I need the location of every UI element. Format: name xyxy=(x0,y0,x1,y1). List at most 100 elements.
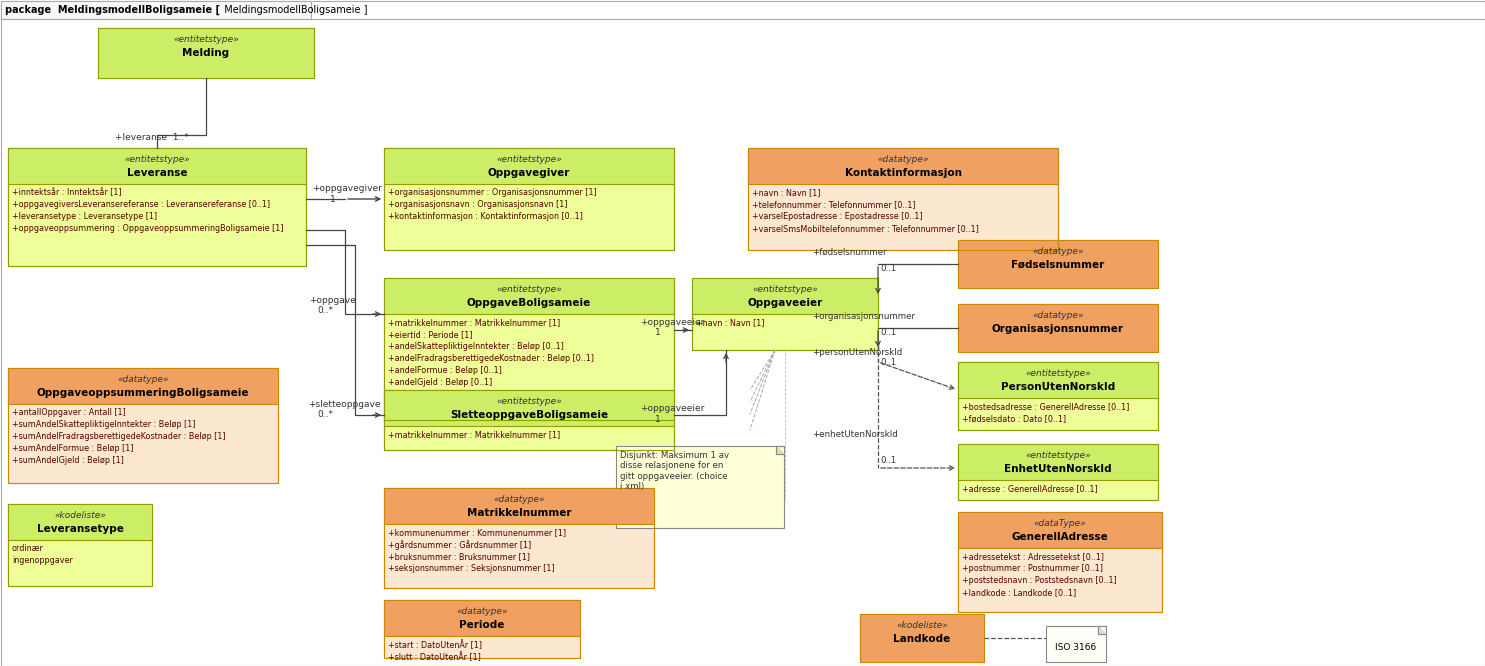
Text: +oppgave: +oppgave xyxy=(309,296,356,305)
Text: OppgaveoppsummeringBoligsameie: OppgaveoppsummeringBoligsameie xyxy=(37,388,249,398)
Text: +oppgavegiversLeveransereferanse : Leveransereferanse [0..1]: +oppgavegiversLeveransereferanse : Lever… xyxy=(12,200,270,209)
Text: +sletteoppgave: +sletteoppgave xyxy=(307,400,380,409)
Bar xyxy=(385,600,581,658)
Bar xyxy=(385,390,674,426)
Bar xyxy=(7,148,306,184)
Text: +slutt : DatoUtenÅr [1]: +slutt : DatoUtenÅr [1] xyxy=(388,652,481,662)
Text: 1: 1 xyxy=(655,415,661,424)
Bar xyxy=(748,148,1057,250)
Text: «kodeliste»: «kodeliste» xyxy=(895,621,947,630)
Text: +telefonnummer : Telefonnummer [0..1]: +telefonnummer : Telefonnummer [0..1] xyxy=(751,200,916,209)
Text: +adressetekst : Adressetekst [0..1]: +adressetekst : Adressetekst [0..1] xyxy=(962,552,1103,561)
Text: OppgaveBoligsameie: OppgaveBoligsameie xyxy=(466,298,591,308)
Text: PersonUtenNorskId: PersonUtenNorskId xyxy=(1001,382,1115,392)
Text: Leveransetype: Leveransetype xyxy=(37,524,123,534)
Text: «dataType»: «dataType» xyxy=(1034,519,1087,528)
Text: +seksjonsnummer : Seksjonsnummer [1]: +seksjonsnummer : Seksjonsnummer [1] xyxy=(388,564,554,573)
Text: Oppgaveeier: Oppgaveeier xyxy=(747,298,823,308)
Text: +start : DatoUtenÅr [1]: +start : DatoUtenÅr [1] xyxy=(388,640,483,650)
Text: Organisasjonsnummer: Organisasjonsnummer xyxy=(992,324,1124,334)
Bar xyxy=(7,148,306,266)
Text: package  MeldingsmodellBoligsameie [: package MeldingsmodellBoligsameie [ xyxy=(4,5,220,15)
Bar xyxy=(385,148,674,250)
Text: +oppgavegiver: +oppgavegiver xyxy=(312,184,382,193)
Text: «entitetstype»: «entitetstype» xyxy=(1025,451,1091,460)
Text: Melding: Melding xyxy=(183,48,230,58)
Text: +kommunenummer : Kommunenummer [1]: +kommunenummer : Kommunenummer [1] xyxy=(388,528,566,537)
Text: «entitetstype»: «entitetstype» xyxy=(496,155,561,164)
Text: +varselEpostadresse : Epostadresse [0..1]: +varselEpostadresse : Epostadresse [0..1… xyxy=(751,212,922,221)
Bar xyxy=(385,488,653,524)
Bar xyxy=(958,362,1158,398)
Text: +andelFormue : Beløp [0..1]: +andelFormue : Beløp [0..1] xyxy=(388,366,502,375)
Bar xyxy=(958,444,1158,500)
Bar xyxy=(7,504,151,586)
Text: +enhetUtenNorskId: +enhetUtenNorskId xyxy=(812,430,898,439)
Bar xyxy=(385,148,674,250)
Text: «datatype»: «datatype» xyxy=(493,495,545,504)
Bar xyxy=(958,512,1161,548)
Text: +organisasjonsnavn : Organisasjonsnavn [1]: +organisasjonsnavn : Organisasjonsnavn [… xyxy=(388,200,567,209)
Text: 0..*: 0..* xyxy=(316,410,333,419)
Text: +personUtenNorskId: +personUtenNorskId xyxy=(812,348,903,357)
Polygon shape xyxy=(1097,626,1106,634)
Bar xyxy=(692,278,878,350)
Text: +bostedsadresse : GenerellAdresse [0..1]: +bostedsadresse : GenerellAdresse [0..1] xyxy=(962,402,1130,411)
Bar xyxy=(98,28,313,78)
Text: Oppgavegiver: Oppgavegiver xyxy=(487,168,570,178)
Text: «entitetstype»: «entitetstype» xyxy=(753,285,818,294)
Bar xyxy=(958,444,1158,480)
Polygon shape xyxy=(777,446,784,454)
Text: +andelFradragsberettigedeKostnader : Beløp [0..1]: +andelFradragsberettigedeKostnader : Bel… xyxy=(388,354,594,363)
Bar xyxy=(385,390,674,450)
Text: «datatype»: «datatype» xyxy=(1032,311,1084,320)
Bar xyxy=(958,362,1158,430)
Text: «entitetstype»: «entitetstype» xyxy=(125,155,190,164)
Bar xyxy=(98,28,313,78)
Text: +matrikkelnummer : Matrikkelnummer [1]: +matrikkelnummer : Matrikkelnummer [1] xyxy=(388,318,560,327)
Text: GenerellAdresse: GenerellAdresse xyxy=(1011,532,1108,542)
Text: +eiertid : Periode [1]: +eiertid : Periode [1] xyxy=(388,330,472,339)
Bar xyxy=(385,278,674,420)
Text: ordinær: ordinær xyxy=(12,544,45,553)
Text: +organisasjonsnummer: +organisasjonsnummer xyxy=(812,312,915,321)
Bar xyxy=(7,504,151,540)
Bar xyxy=(748,148,1057,184)
Bar xyxy=(958,240,1158,288)
Bar xyxy=(1045,626,1106,662)
Text: +oppgaveeier: +oppgaveeier xyxy=(640,318,704,327)
Text: +gårdsnummer : Gårdsnummer [1]: +gårdsnummer : Gårdsnummer [1] xyxy=(388,540,532,550)
Bar xyxy=(616,446,784,528)
Text: +sumAndelFormue : Beløp [1]: +sumAndelFormue : Beløp [1] xyxy=(12,444,134,453)
Text: +oppgaveoppsummering : OppgaveoppsummeringBoligsameie [1]: +oppgaveoppsummering : Oppgaveoppsummeri… xyxy=(12,224,284,233)
Bar xyxy=(385,600,581,636)
Text: +postnummer : Postnummer [0..1]: +postnummer : Postnummer [0..1] xyxy=(962,564,1103,573)
Text: +fødselsdato : Dato [0..1]: +fødselsdato : Dato [0..1] xyxy=(962,414,1066,423)
Bar xyxy=(958,512,1161,612)
Text: Periode: Periode xyxy=(459,620,505,630)
Text: Disjunkt: Maksimum 1 av
disse relasjonene for en
gitt oppgaveeier. (choice
i xml: Disjunkt: Maksimum 1 av disse relasjonen… xyxy=(621,451,729,492)
Bar xyxy=(7,148,306,266)
Bar xyxy=(385,600,581,658)
Text: +bruksnummer : Bruksnummer [1]: +bruksnummer : Bruksnummer [1] xyxy=(388,552,530,561)
Text: +kontaktinformasjon : Kontaktinformasjon [0..1]: +kontaktinformasjon : Kontaktinformasjon… xyxy=(388,212,584,221)
Text: Fødselsnummer: Fødselsnummer xyxy=(1011,260,1105,270)
Text: ingenoppgaver: ingenoppgaver xyxy=(12,556,73,565)
Bar xyxy=(860,614,985,662)
Text: +sumAndelFradragsberettigedeKostnader : Beløp [1]: +sumAndelFradragsberettigedeKostnader : … xyxy=(12,432,226,441)
Bar xyxy=(7,368,278,483)
Bar xyxy=(748,148,1057,250)
Bar xyxy=(958,512,1161,612)
Text: +sumAndelGjeld : Beløp [1]: +sumAndelGjeld : Beløp [1] xyxy=(12,456,123,465)
Text: +fødselsnummer: +fødselsnummer xyxy=(812,248,887,257)
Text: «entitetstype»: «entitetstype» xyxy=(1025,369,1091,378)
Bar xyxy=(7,368,278,483)
Text: Leveranse: Leveranse xyxy=(126,168,187,178)
Bar xyxy=(385,488,653,588)
Bar xyxy=(958,444,1158,500)
Bar xyxy=(692,278,878,314)
Text: Matrikkelnummer: Matrikkelnummer xyxy=(466,508,572,518)
Bar xyxy=(98,28,313,78)
Text: «entitetstype»: «entitetstype» xyxy=(496,397,561,406)
Text: 0..1: 0..1 xyxy=(881,456,897,465)
